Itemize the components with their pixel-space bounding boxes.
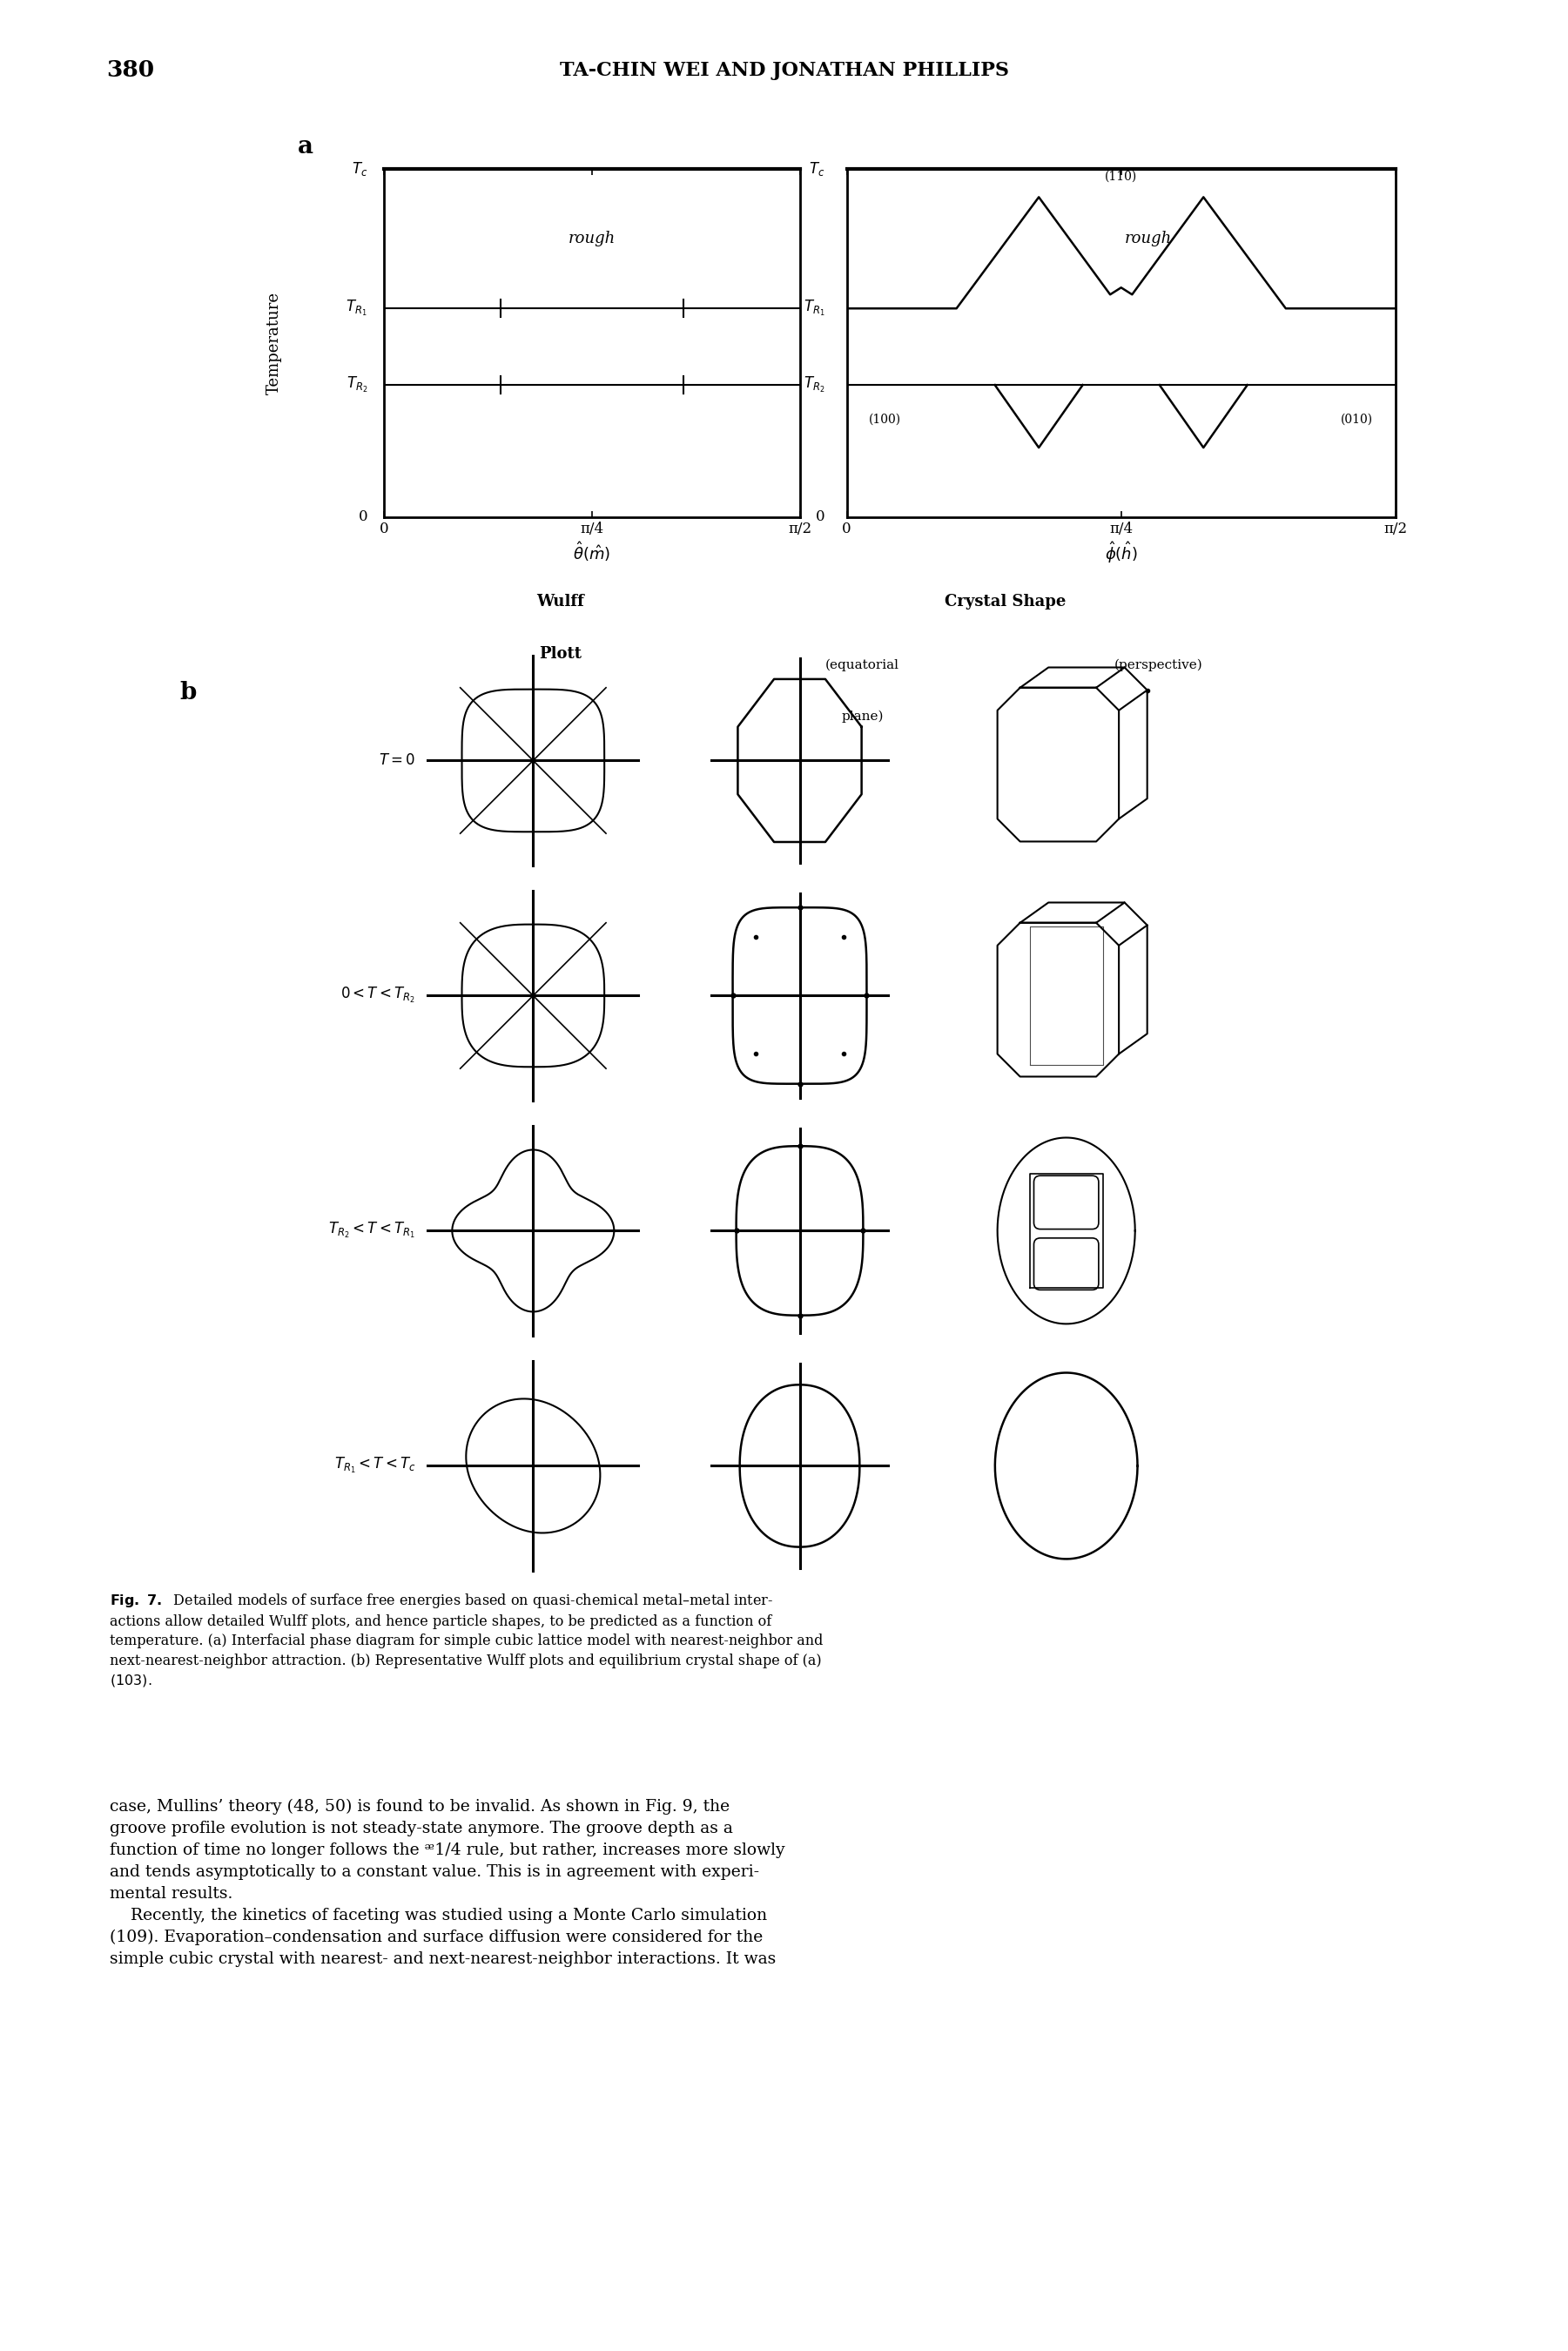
Text: 380: 380 xyxy=(107,59,155,82)
Text: $T_{R_2}<T<T_{R_1}$: $T_{R_2}<T<T_{R_1}$ xyxy=(329,1220,416,1241)
X-axis label: $\hat{\theta}(\hat{m})$: $\hat{\theta}(\hat{m})$ xyxy=(574,541,610,564)
Text: (010): (010) xyxy=(1341,414,1374,426)
Text: TA-CHIN WEI AND JONATHAN PHILLIPS: TA-CHIN WEI AND JONATHAN PHILLIPS xyxy=(560,61,1008,80)
Text: $T_{R_1}$: $T_{R_1}$ xyxy=(803,299,825,317)
Text: case, Mullins’ theory (48, 50) is found to be invalid. As shown in Fig. 9, the
g: case, Mullins’ theory (48, 50) is found … xyxy=(110,1799,786,1968)
Text: 0: 0 xyxy=(815,510,825,524)
Text: Wulff: Wulff xyxy=(536,595,585,609)
Text: (equatorial: (equatorial xyxy=(825,658,900,672)
Text: (perspective): (perspective) xyxy=(1115,658,1203,672)
Text: $\bf{Fig.\ 7.}$  Detailed models of surface free energies based on quasi-chemica: $\bf{Fig.\ 7.}$ Detailed models of surfa… xyxy=(110,1592,823,1688)
Text: b: b xyxy=(180,682,196,705)
Text: Plott: Plott xyxy=(539,647,582,661)
Text: 0: 0 xyxy=(359,510,367,524)
Text: $T_{R_1}$: $T_{R_1}$ xyxy=(347,299,367,317)
Text: Crystal Shape: Crystal Shape xyxy=(944,595,1066,609)
Text: a: a xyxy=(298,134,314,160)
Text: rough: rough xyxy=(1124,230,1173,247)
Text: Temperature: Temperature xyxy=(267,292,282,395)
Text: $T_{R_2}$: $T_{R_2}$ xyxy=(803,376,825,395)
Text: $T_c$: $T_c$ xyxy=(809,160,825,179)
Text: rough: rough xyxy=(568,230,616,247)
Text: $T=0$: $T=0$ xyxy=(379,752,416,769)
Text: $T_c$: $T_c$ xyxy=(351,160,367,179)
Text: $0<T<T_{R_2}$: $0<T<T_{R_2}$ xyxy=(340,985,416,1006)
X-axis label: $\hat{\phi}(\hat{h})$: $\hat{\phi}(\hat{h})$ xyxy=(1105,541,1137,564)
Text: $T_{R_1}<T<T_c$: $T_{R_1}<T<T_c$ xyxy=(334,1455,416,1476)
Text: (100): (100) xyxy=(869,414,902,426)
Text: plane): plane) xyxy=(842,710,883,724)
Text: $T_{R_2}$: $T_{R_2}$ xyxy=(347,376,367,395)
Text: (110): (110) xyxy=(1105,169,1137,183)
